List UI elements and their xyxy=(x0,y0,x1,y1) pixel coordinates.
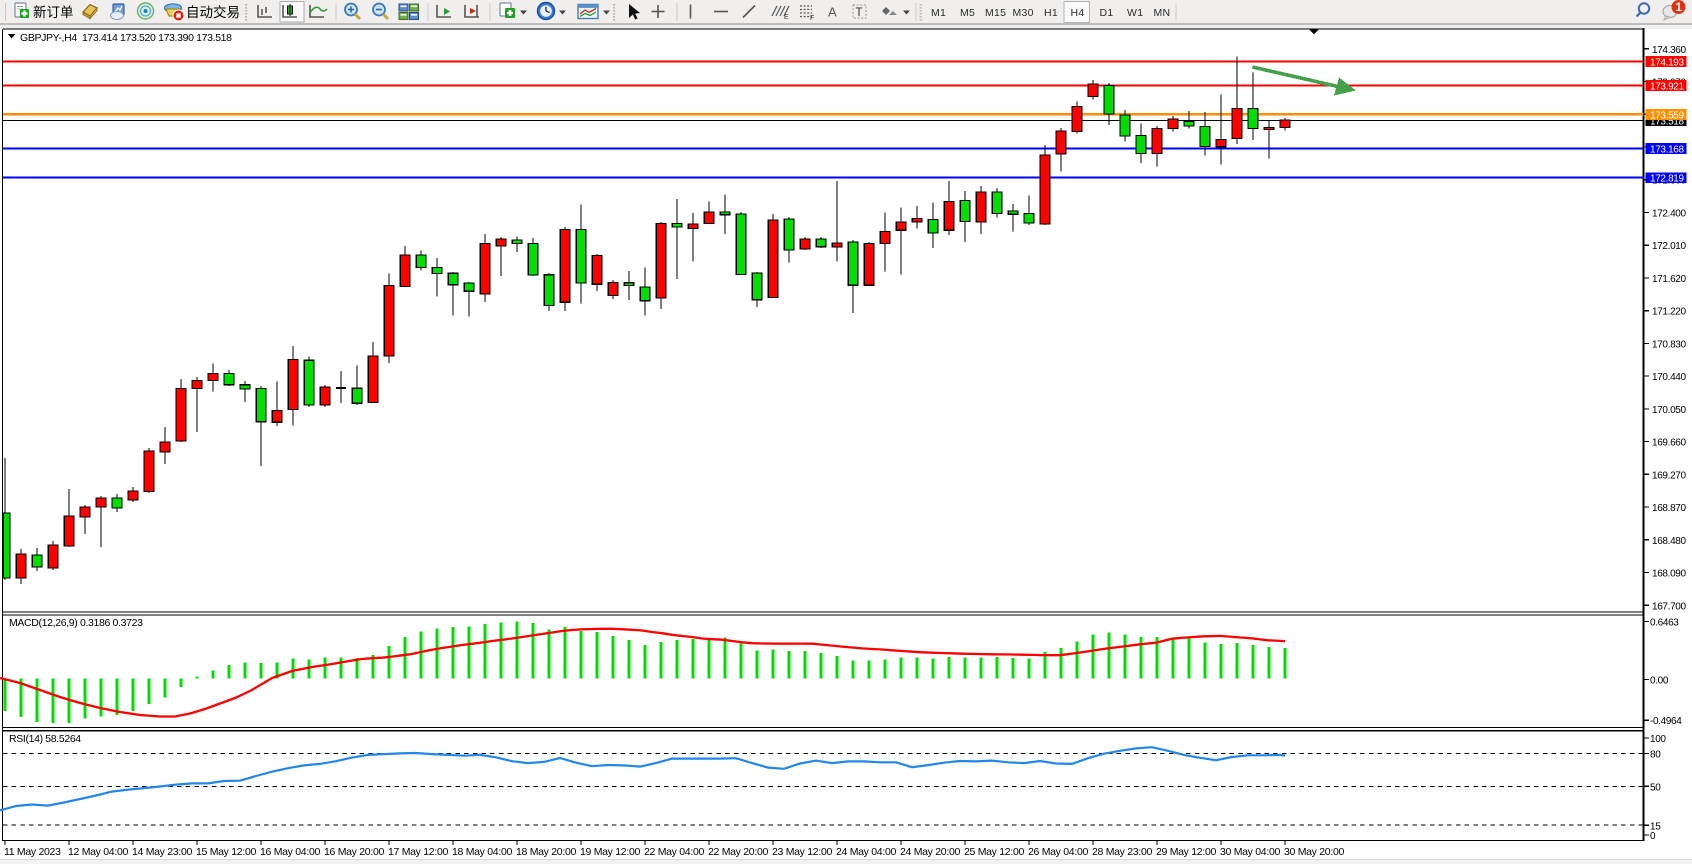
svg-text:173.921: 173.921 xyxy=(1650,82,1684,93)
svg-text:GBPJPY-,H4 173.414 173.520 17: GBPJPY-,H4 173.414 173.520 173.390 173.5… xyxy=(20,32,232,44)
svg-text:自动交易: 自动交易 xyxy=(186,4,240,20)
svg-text:1: 1 xyxy=(1676,2,1683,14)
svg-text:173.559: 173.559 xyxy=(1650,110,1684,121)
svg-text:80: 80 xyxy=(1650,750,1661,761)
svg-text:24 May 04:00: 24 May 04:00 xyxy=(836,846,896,858)
svg-text:171.220: 171.220 xyxy=(1652,307,1686,318)
svg-text:30 May 20:00: 30 May 20:00 xyxy=(1284,846,1344,858)
svg-text:0.00: 0.00 xyxy=(1650,676,1669,687)
svg-text:25 May 12:00: 25 May 12:00 xyxy=(964,846,1024,858)
svg-text:M30: M30 xyxy=(1013,7,1034,19)
svg-text:24 May 20:00: 24 May 20:00 xyxy=(900,846,960,858)
svg-text:170.830: 170.830 xyxy=(1652,339,1686,350)
svg-text:172.819: 172.819 xyxy=(1650,174,1684,185)
svg-text:22 May 20:00: 22 May 20:00 xyxy=(708,846,768,858)
svg-text:28 May 23:00: 28 May 23:00 xyxy=(1092,846,1152,858)
svg-text:171.620: 171.620 xyxy=(1652,274,1686,285)
svg-text:18 May 20:00: 18 May 20:00 xyxy=(516,846,576,858)
svg-text:11 May 2023: 11 May 2023 xyxy=(4,846,61,858)
svg-text:17 May 12:00: 17 May 12:00 xyxy=(388,846,448,858)
svg-text:T: T xyxy=(856,7,863,19)
svg-text:15: 15 xyxy=(1650,821,1661,832)
svg-text:174.360: 174.360 xyxy=(1652,45,1686,56)
svg-text:168.870: 168.870 xyxy=(1652,503,1686,514)
svg-text:168.480: 168.480 xyxy=(1652,536,1686,547)
svg-text:0.6463: 0.6463 xyxy=(1650,618,1679,629)
svg-text:23 May 12:00: 23 May 12:00 xyxy=(772,846,832,858)
svg-text:168.090: 168.090 xyxy=(1652,569,1686,580)
svg-text:RSI(14) 58.5264: RSI(14) 58.5264 xyxy=(9,733,81,745)
svg-text:A: A xyxy=(828,5,837,20)
svg-text:172.400: 172.400 xyxy=(1652,209,1686,220)
svg-text:H1: H1 xyxy=(1044,7,1058,19)
svg-text:E: E xyxy=(784,14,789,21)
svg-text:W1: W1 xyxy=(1127,7,1143,19)
svg-text:173.168: 173.168 xyxy=(1650,144,1684,155)
svg-text:D1: D1 xyxy=(1100,7,1114,19)
svg-text:30 May 04:00: 30 May 04:00 xyxy=(1220,846,1280,858)
svg-text:M1: M1 xyxy=(931,7,946,19)
svg-text:H4: H4 xyxy=(1071,7,1085,19)
svg-text:-0.4964: -0.4964 xyxy=(1650,716,1682,727)
svg-text:173.518: 173.518 xyxy=(1650,116,1684,127)
svg-text:172.010: 172.010 xyxy=(1652,241,1686,252)
svg-text:100: 100 xyxy=(1650,734,1666,745)
svg-text:170.050: 170.050 xyxy=(1652,405,1686,416)
svg-text:新订单: 新订单 xyxy=(33,5,74,20)
svg-text:12 May 04:00: 12 May 04:00 xyxy=(68,846,128,858)
svg-text:16 May 04:00: 16 May 04:00 xyxy=(260,846,320,858)
svg-text:169.660: 169.660 xyxy=(1652,438,1686,449)
svg-text:18 May 04:00: 18 May 04:00 xyxy=(452,846,512,858)
svg-text:M5: M5 xyxy=(960,7,975,19)
svg-text:22 May 04:00: 22 May 04:00 xyxy=(644,846,704,858)
svg-text:170.440: 170.440 xyxy=(1652,372,1686,383)
svg-text:19 May 12:00: 19 May 12:00 xyxy=(580,846,640,858)
svg-text:174.193: 174.193 xyxy=(1650,58,1684,69)
svg-text:MACD(12,26,9) 0.3186 0.3723: MACD(12,26,9) 0.3186 0.3723 xyxy=(9,617,143,629)
svg-text:167.700: 167.700 xyxy=(1652,601,1686,612)
svg-text:16 May 20:00: 16 May 20:00 xyxy=(324,846,384,858)
svg-text:26 May 04:00: 26 May 04:00 xyxy=(1028,846,1088,858)
svg-text:14 May 23:00: 14 May 23:00 xyxy=(132,846,192,858)
svg-text:50: 50 xyxy=(1650,782,1661,793)
svg-text:29 May 12:00: 29 May 12:00 xyxy=(1156,846,1216,858)
svg-text:15 May 12:00: 15 May 12:00 xyxy=(196,846,256,858)
svg-text:0: 0 xyxy=(1650,831,1656,842)
svg-text:F: F xyxy=(810,15,814,22)
svg-text:MN: MN xyxy=(1154,7,1171,19)
svg-text:169.270: 169.270 xyxy=(1652,470,1686,481)
svg-text:M15: M15 xyxy=(985,7,1006,19)
